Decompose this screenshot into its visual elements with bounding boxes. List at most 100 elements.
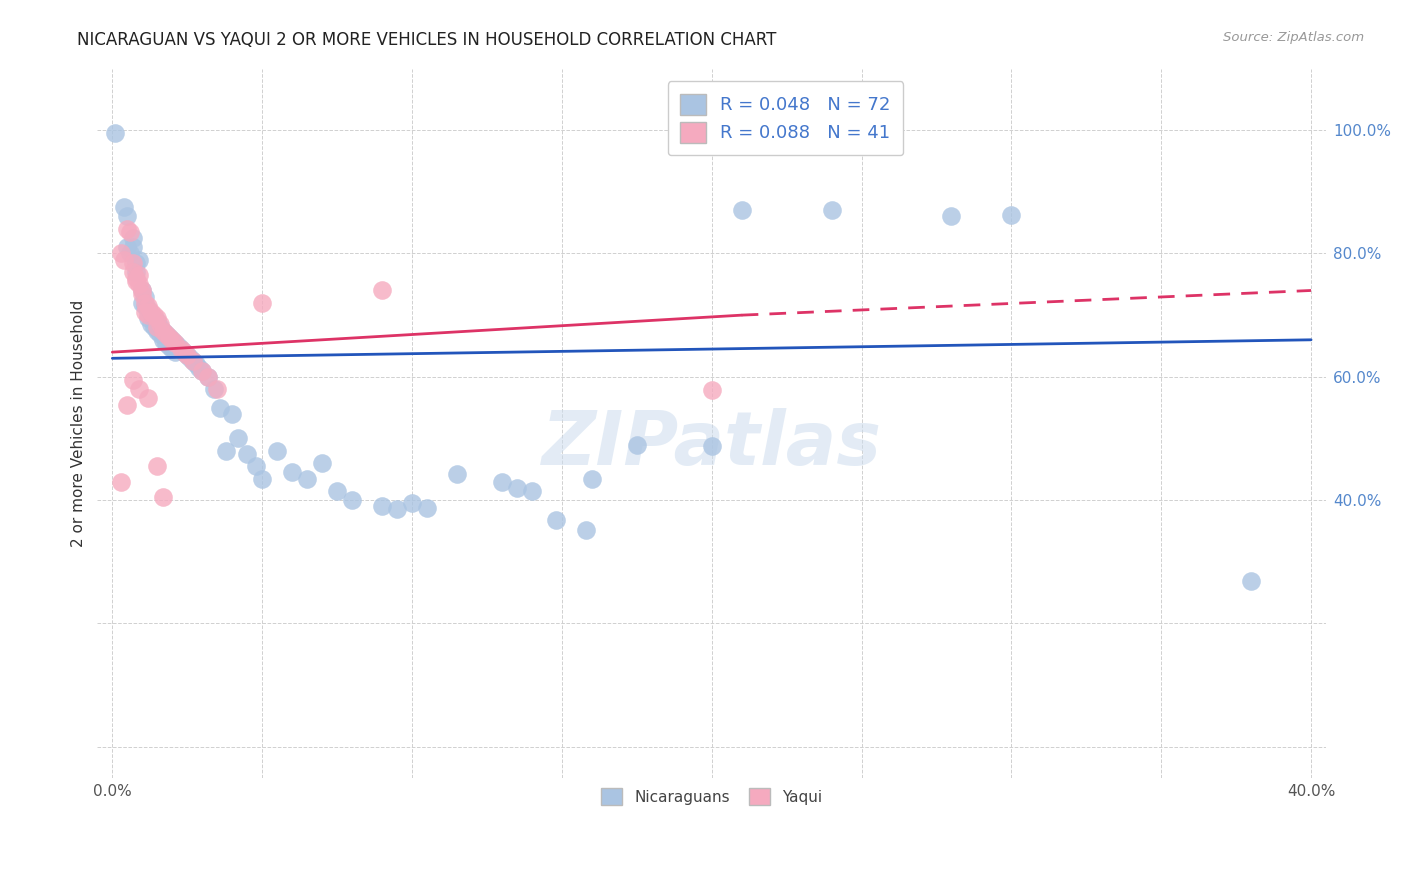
Point xyxy=(117,210,139,224)
Point xyxy=(176,348,198,362)
Point xyxy=(416,500,439,515)
Point xyxy=(104,126,127,140)
Point xyxy=(125,271,148,285)
Point xyxy=(117,398,139,412)
Point xyxy=(143,311,166,326)
Point xyxy=(626,437,648,451)
Point xyxy=(125,256,148,270)
Point xyxy=(134,299,156,313)
Point xyxy=(149,318,172,332)
Point xyxy=(134,305,156,319)
Point xyxy=(491,475,513,489)
Point xyxy=(131,295,153,310)
Point xyxy=(157,339,180,353)
Point xyxy=(188,360,211,375)
Point xyxy=(173,345,195,359)
Point xyxy=(385,502,408,516)
Point xyxy=(167,339,190,353)
Point xyxy=(191,364,214,378)
Point xyxy=(141,308,163,322)
Point xyxy=(134,290,156,304)
Point xyxy=(125,265,148,279)
Point xyxy=(941,210,963,224)
Point xyxy=(152,324,174,338)
Point xyxy=(134,295,156,310)
Point xyxy=(202,382,225,396)
Point xyxy=(281,466,304,480)
Point xyxy=(181,354,204,368)
Point xyxy=(136,299,159,313)
Point xyxy=(120,246,142,260)
Point xyxy=(110,246,132,260)
Point xyxy=(581,471,603,485)
Text: NICARAGUAN VS YAQUI 2 OR MORE VEHICLES IN HOUSEHOLD CORRELATION CHART: NICARAGUAN VS YAQUI 2 OR MORE VEHICLES I… xyxy=(77,31,776,49)
Point xyxy=(146,311,169,326)
Point xyxy=(191,364,214,378)
Text: Source: ZipAtlas.com: Source: ZipAtlas.com xyxy=(1223,31,1364,45)
Point xyxy=(152,333,174,347)
Point xyxy=(122,265,145,279)
Point xyxy=(136,308,159,322)
Point xyxy=(122,231,145,245)
Point xyxy=(146,459,169,474)
Point xyxy=(731,203,754,218)
Point xyxy=(176,348,198,362)
Point xyxy=(700,384,723,398)
Point xyxy=(122,256,145,270)
Point xyxy=(152,324,174,338)
Legend: Nicaraguans, Yaqui: Nicaraguans, Yaqui xyxy=(591,777,832,816)
Point xyxy=(141,305,163,319)
Point xyxy=(266,443,288,458)
Point xyxy=(157,329,180,343)
Point xyxy=(1240,574,1263,589)
Point xyxy=(170,342,193,356)
Text: ZIPatlas: ZIPatlas xyxy=(541,408,882,481)
Point xyxy=(186,358,208,372)
Point xyxy=(128,268,150,282)
Point xyxy=(155,326,177,341)
Point xyxy=(170,342,193,356)
Point xyxy=(131,286,153,301)
Point xyxy=(311,456,333,470)
Point xyxy=(162,333,184,347)
Point xyxy=(131,284,153,298)
Point xyxy=(520,483,543,498)
Point xyxy=(131,284,153,298)
Point xyxy=(205,382,228,396)
Point xyxy=(197,369,219,384)
Point xyxy=(120,225,142,239)
Point xyxy=(136,311,159,326)
Point xyxy=(446,467,468,482)
Point xyxy=(221,407,243,421)
Point xyxy=(117,240,139,254)
Y-axis label: 2 or more Vehicles in Household: 2 or more Vehicles in Household xyxy=(72,300,86,547)
Point xyxy=(371,500,394,514)
Point xyxy=(197,369,219,384)
Point xyxy=(110,475,132,489)
Point xyxy=(155,335,177,350)
Point xyxy=(215,443,238,458)
Point xyxy=(128,382,150,396)
Point xyxy=(340,493,363,508)
Point xyxy=(146,314,169,328)
Point xyxy=(575,523,598,537)
Point xyxy=(401,496,423,510)
Point xyxy=(143,320,166,334)
Point xyxy=(136,301,159,316)
Point xyxy=(128,277,150,292)
Point xyxy=(143,308,166,322)
Point xyxy=(141,318,163,332)
Point xyxy=(146,324,169,338)
Point xyxy=(326,483,349,498)
Point xyxy=(157,329,180,343)
Point xyxy=(295,471,318,485)
Point xyxy=(181,354,204,368)
Point xyxy=(165,335,187,350)
Point xyxy=(820,203,842,218)
Point xyxy=(136,392,159,406)
Point xyxy=(112,252,135,267)
Point xyxy=(173,345,195,359)
Point xyxy=(179,351,201,366)
Point xyxy=(128,252,150,267)
Point xyxy=(506,481,529,495)
